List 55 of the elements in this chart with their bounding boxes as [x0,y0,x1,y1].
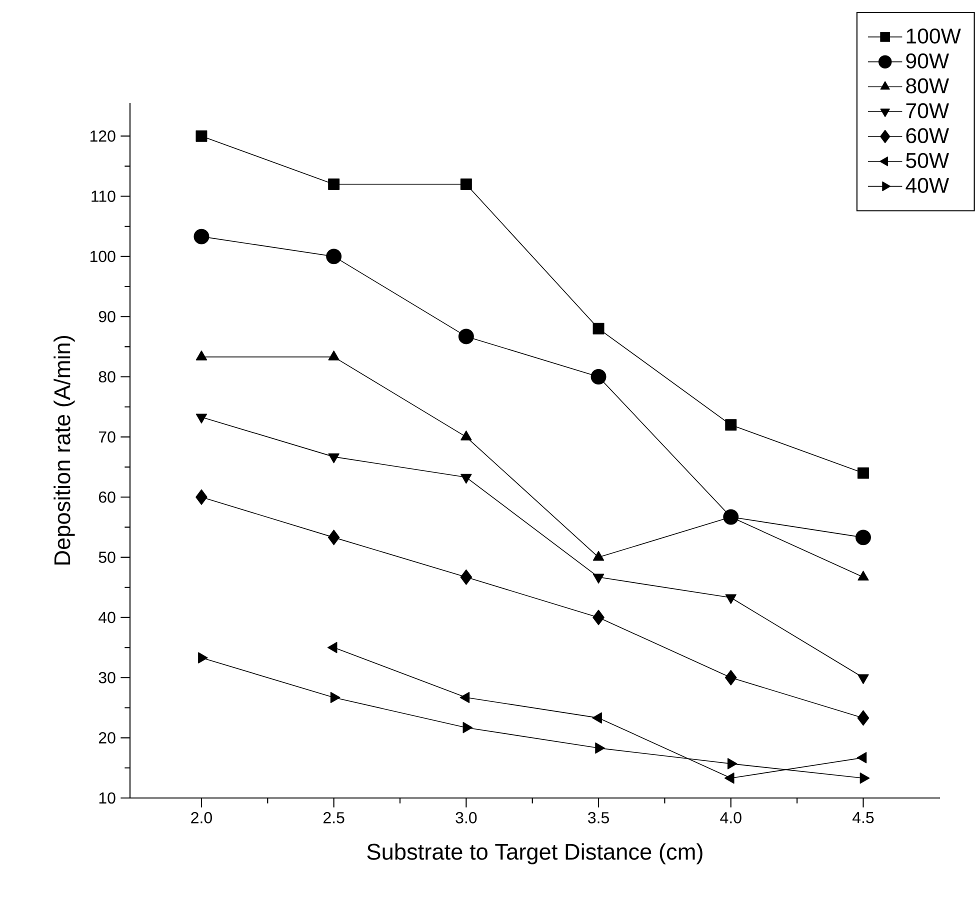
x-tick-label: 2.5 [324,812,344,824]
point [725,419,737,431]
point [592,550,604,561]
point [727,758,738,770]
point [856,530,871,546]
x-tick-label: 2.0 [191,812,212,824]
y-tick-label: 20 [98,732,116,744]
y-tick-label: 100 [90,250,116,262]
legend-label: 80W [906,78,950,94]
y-tick-label: 80 [98,371,116,382]
y-tick-label: 110 [92,190,116,202]
point [196,489,208,505]
y-tick-label: 50 [98,552,116,563]
x-tick-label: 3.0 [456,812,477,824]
x-axis-title: Substrate to Target Distance (cm) [367,843,702,864]
x-tick-label: 4.0 [720,812,742,824]
point [328,530,340,546]
point [856,752,867,764]
point [194,228,210,244]
point [460,430,472,440]
y-tick-label: 90 [98,310,116,322]
legend-label: 100W [906,28,961,44]
y-tick-label: 10 [99,792,116,804]
point [458,328,474,344]
legend-label: 50W [906,152,950,168]
y-tick-label: 60 [98,491,116,503]
point [460,569,472,585]
point [462,722,473,734]
legend-label: 90W [906,53,950,68]
point [196,130,208,142]
point [328,350,340,360]
point [460,178,472,190]
legend-label: 40W [906,178,950,193]
legend-label: 60W [906,128,950,144]
point [328,178,340,190]
point [330,692,340,704]
y-tick-label: 70 [98,431,116,443]
y-axis-title: Deposition rate (A/min) [54,336,75,565]
point [857,710,870,726]
point [724,670,737,686]
point [196,350,208,360]
legend-label: 70W [906,103,950,118]
x-tick-label: 3.5 [588,812,609,824]
point [590,369,606,385]
point [198,652,208,664]
y-tick-label: 120 [90,130,116,142]
y-tick-label: 40 [98,612,116,624]
point [858,467,869,479]
point [595,742,605,754]
x-tick-label: 4.5 [852,812,874,824]
point [326,248,342,264]
point [592,322,604,334]
point [858,570,869,581]
y-tick-label: 30 [98,672,116,684]
point [592,610,604,626]
